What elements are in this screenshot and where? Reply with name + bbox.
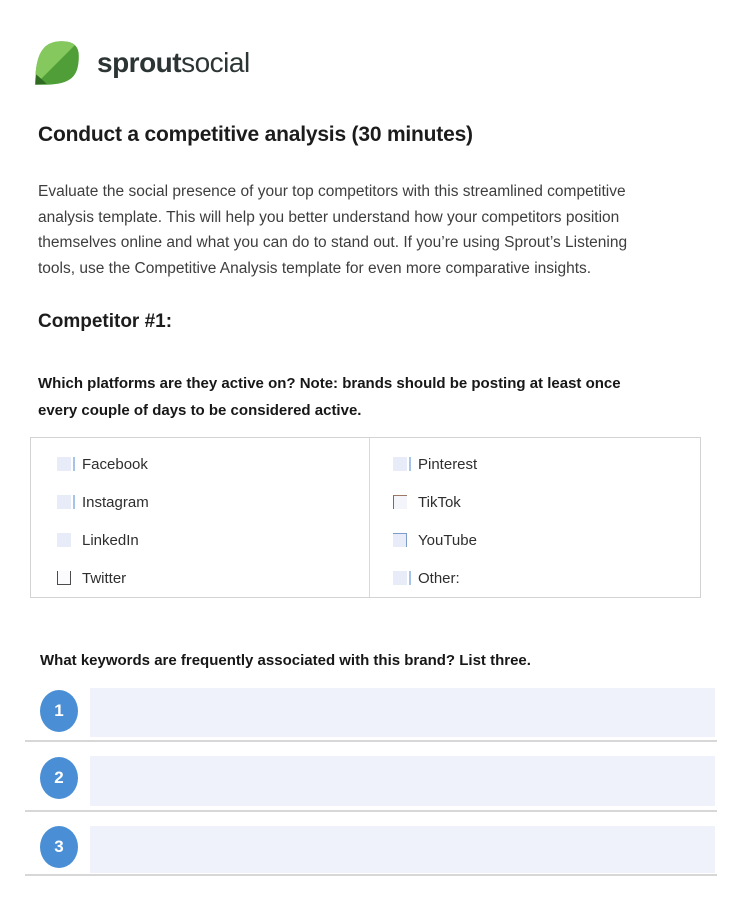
keyword-input-2[interactable] [90, 756, 715, 806]
keyword-input-3[interactable] [90, 826, 715, 873]
facebook-checkbox[interactable] [57, 457, 75, 471]
instagram-checkbox[interactable] [57, 495, 75, 509]
twitter-checkbox[interactable] [57, 571, 71, 585]
brand-wordmark: sproutsocial [97, 36, 250, 90]
competitor-heading: Competitor #1: [38, 311, 173, 332]
platform-table: Facebook Instagram LinkedIn Twitter Pint… [30, 437, 701, 598]
platform-column-right: Pinterest TikTok YouTube Other: [369, 438, 700, 597]
platform-column-left: Facebook Instagram LinkedIn Twitter [31, 438, 369, 597]
platform-row-linkedin: LinkedIn [31, 521, 369, 559]
platform-question-line: every couple of days to be considered ac… [38, 402, 362, 419]
platform-label: Twitter [82, 569, 127, 587]
linkedin-checkbox[interactable] [57, 533, 71, 547]
platform-row-tiktok: TikTok [370, 483, 700, 521]
intro-line: themselves online and what you can do to… [38, 234, 628, 251]
platform-label: Other: [418, 569, 460, 587]
intro-line: tools, use the Competitive Analysis temp… [38, 259, 592, 277]
other-checkbox[interactable] [393, 571, 411, 585]
pinterest-checkbox[interactable] [393, 457, 411, 471]
platform-question-line: Which platforms are they active on? Note… [38, 375, 621, 392]
keyword-number-badge-1: 1 [40, 690, 78, 732]
brand-word-sprout: sprout [97, 47, 182, 78]
keyword-divider [25, 810, 717, 812]
platform-label: LinkedIn [82, 531, 139, 549]
platform-row-other: Other: [370, 559, 700, 597]
sprout-leaf-icon [35, 41, 79, 85]
page-title: Conduct a competitive analysis (30 minut… [38, 123, 473, 146]
platform-row-instagram: Instagram [31, 483, 369, 521]
platform-row-youtube: YouTube [370, 521, 700, 559]
keyword-divider [25, 740, 717, 742]
intro-line: analysis template. This will help you be… [38, 208, 620, 226]
platform-label: TikTok [418, 493, 461, 511]
keywords-question: What keywords are frequently associated … [40, 652, 531, 669]
sprout-social-logo: sproutsocial [30, 36, 250, 90]
intro-paragraph: Evaluate the social presence of your top… [38, 179, 627, 281]
platform-label: Pinterest [418, 455, 478, 473]
platform-label: Facebook [82, 455, 148, 473]
platform-label: YouTube [418, 531, 477, 549]
intro-line: Evaluate the social presence of your top… [38, 183, 626, 200]
platform-row-pinterest: Pinterest [370, 445, 700, 483]
keyword-input-1[interactable] [90, 688, 715, 737]
platform-question: Which platforms are they active on? Note… [38, 370, 621, 424]
keyword-number-badge-2: 2 [40, 757, 78, 799]
brand-word-social: social [181, 47, 250, 78]
tiktok-checkbox[interactable] [393, 495, 407, 509]
platform-label: Instagram [82, 493, 149, 511]
keyword-divider [25, 874, 717, 876]
platform-row-facebook: Facebook [31, 445, 369, 483]
keyword-number-badge-3: 3 [40, 826, 78, 868]
platform-row-twitter: Twitter [31, 559, 369, 597]
youtube-checkbox[interactable] [393, 533, 407, 547]
